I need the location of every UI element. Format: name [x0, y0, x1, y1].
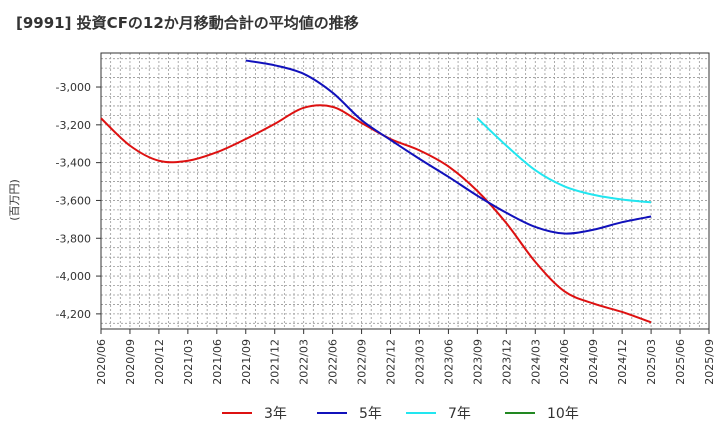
x-tick-label: 2020/06: [95, 339, 108, 385]
x-tick-label: 2022/12: [385, 339, 398, 385]
y-tick-label: -3,000: [56, 81, 91, 94]
y-tick-label: -3,800: [56, 232, 91, 245]
x-tick-label: 2020/09: [124, 339, 137, 385]
legend-label: 7年: [448, 406, 471, 422]
series-line-1: [100, 104, 652, 324]
x-tick-label: 2021/09: [240, 339, 253, 385]
grid-lines: [100, 53, 710, 329]
x-tick-label: 2024/03: [529, 339, 542, 385]
legend-label: 5年: [359, 406, 382, 422]
x-tick-label: 2023/09: [471, 339, 484, 385]
x-tick-label: 2025/09: [703, 339, 716, 385]
x-tick-label: 2021/03: [182, 339, 195, 385]
x-tick-label: 2024/12: [616, 339, 629, 385]
x-tick-label: 2024/09: [587, 339, 600, 385]
x-tick-label: 2022/06: [327, 339, 340, 385]
series-line-3: [476, 117, 652, 204]
x-tick-label: 2023/12: [500, 339, 513, 385]
legend: 3年 5年 7年 10年: [222, 406, 579, 422]
series-lines: [100, 59, 652, 324]
x-axis-ticks: 2020/06 2020/09 2020/12 2021/03 2021/06 2021/…: [95, 329, 716, 385]
y-tick-label: -3,200: [56, 119, 91, 132]
y-axis-label: (百万円): [8, 179, 21, 221]
x-tick-label: 2023/06: [442, 339, 455, 385]
y-axis-ticks: -3,000 -3,200 -3,400 -3,600 -3,800 -4,000 -4,2…: [56, 81, 101, 321]
x-tick-label: 2021/06: [211, 339, 224, 385]
y-tick-label: -4,000: [56, 270, 91, 283]
x-tick-label: 2022/09: [356, 339, 369, 385]
x-tick-label: 2021/12: [269, 339, 282, 385]
chart-title: [9991] 投資CFの12か月移動合計の平均値の推移: [16, 14, 359, 32]
y-tick-label: -3,400: [56, 157, 91, 170]
x-tick-label: 2024/06: [558, 339, 571, 385]
series-line-2: [245, 59, 652, 235]
x-tick-label: 2023/03: [413, 339, 426, 385]
y-tick-label: -3,600: [56, 194, 91, 207]
legend-label: 10年: [547, 406, 579, 422]
x-tick-label: 2020/12: [153, 339, 166, 385]
x-tick-label: 2025/03: [645, 339, 658, 385]
plot-area-border: [100, 52, 710, 330]
x-tick-label: 2022/03: [298, 339, 311, 385]
x-tick-label: 2025/06: [674, 339, 687, 385]
legend-label: 3年: [264, 406, 287, 422]
y-tick-label: -4,200: [56, 308, 91, 321]
